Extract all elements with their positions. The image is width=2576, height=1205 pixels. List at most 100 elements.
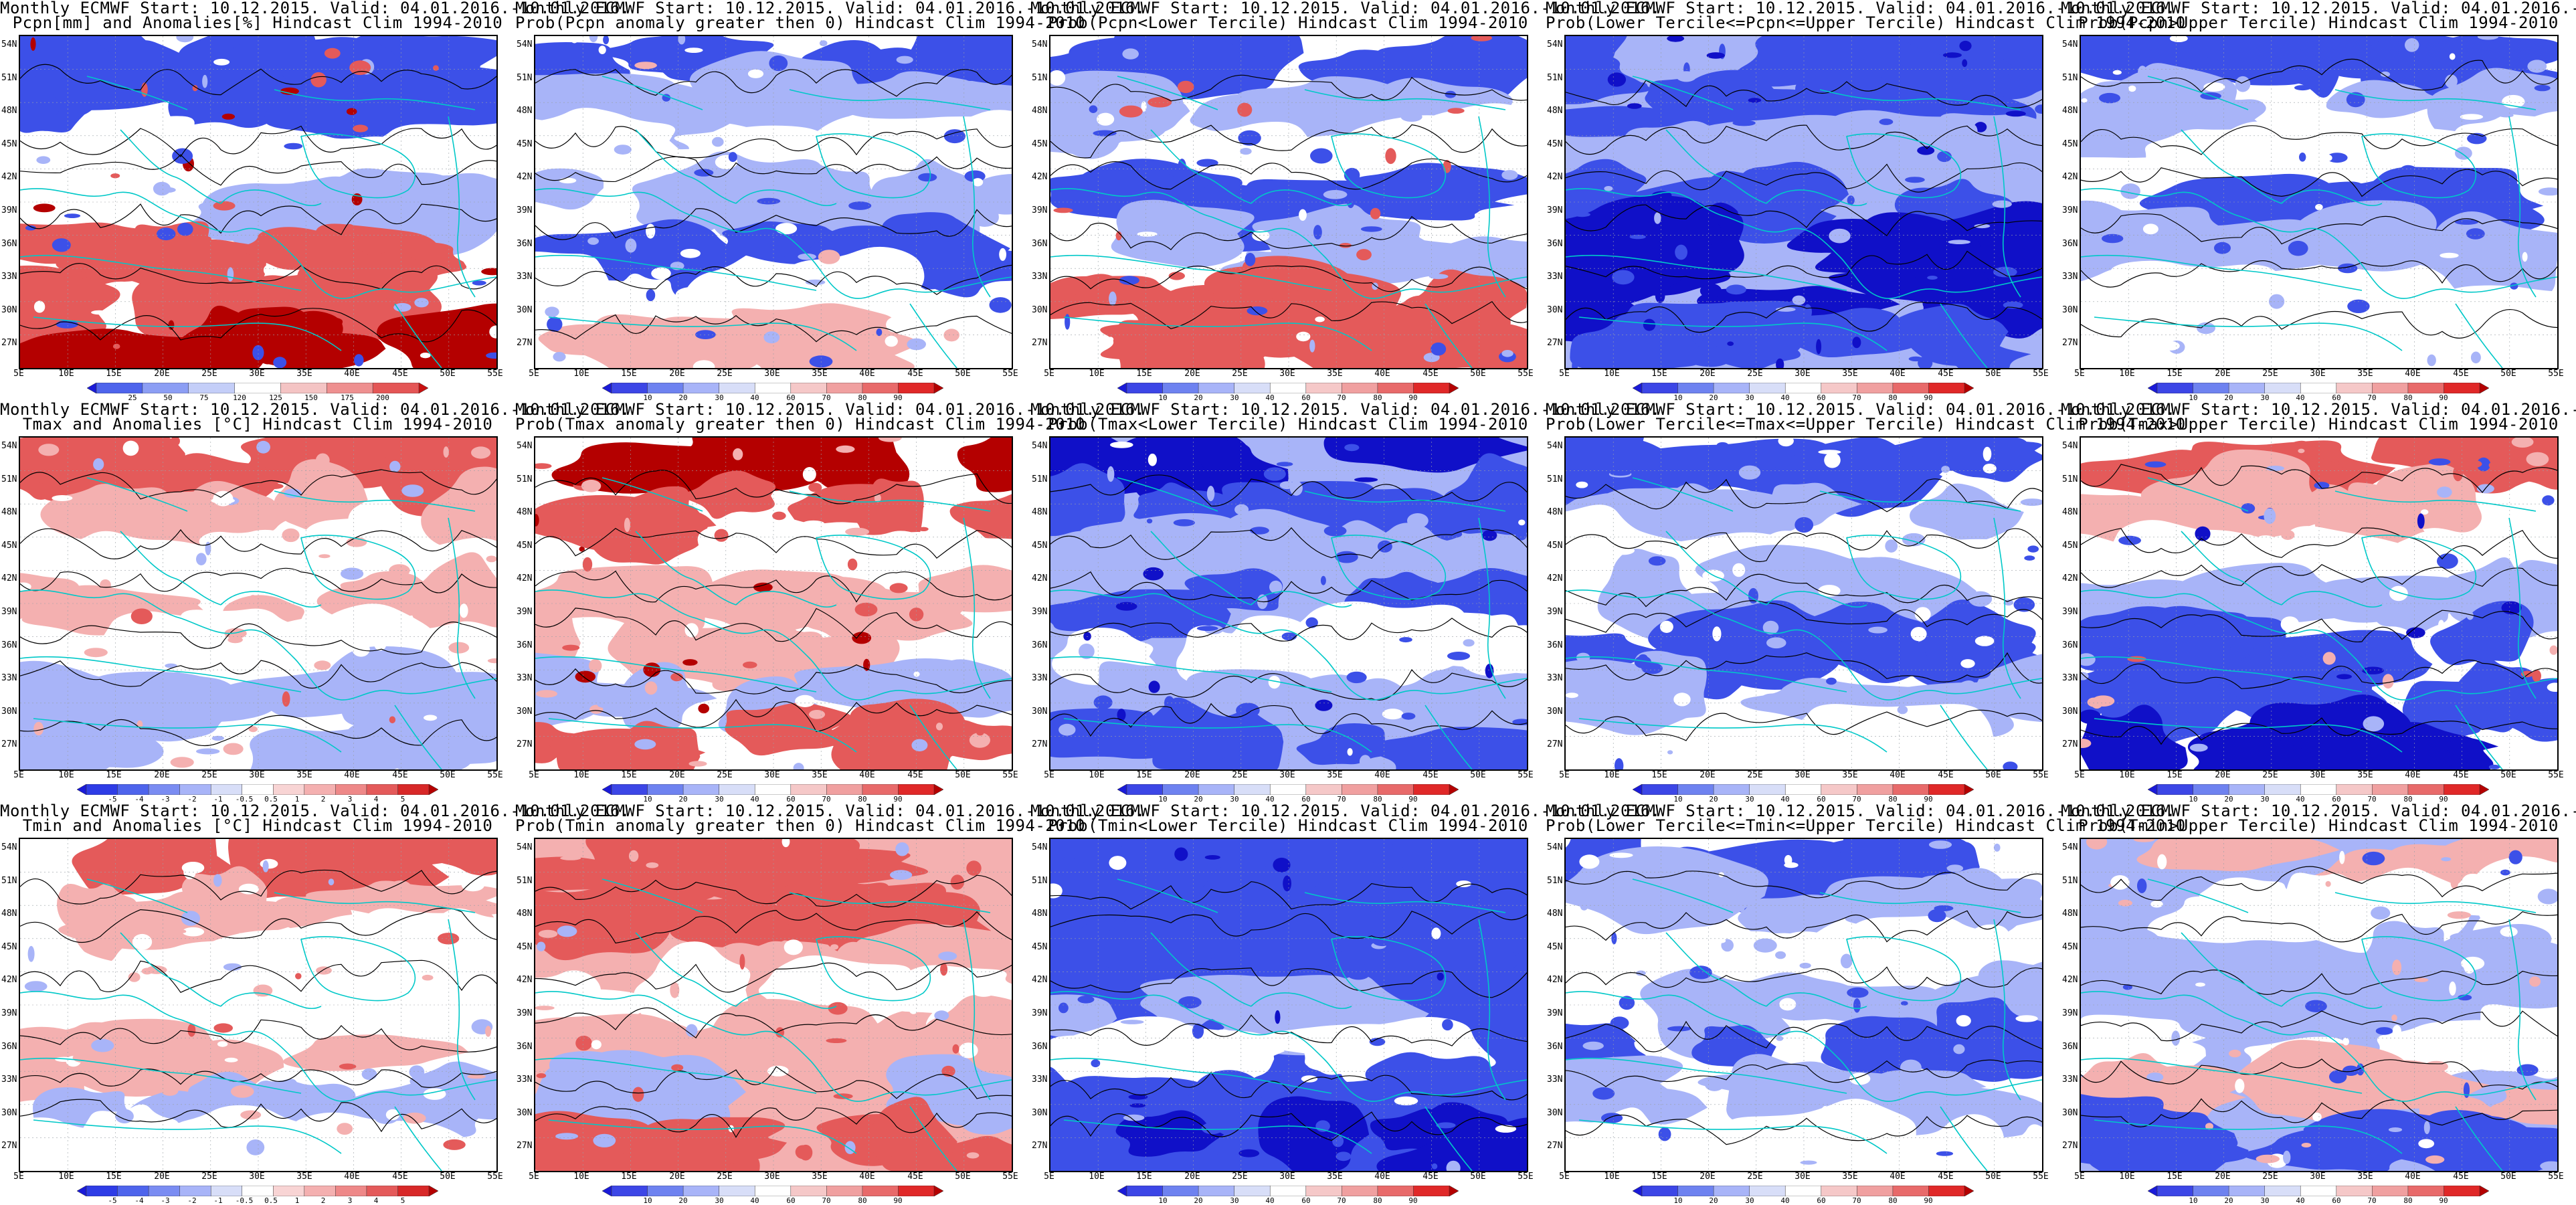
longitude-label: 55E (2548, 1172, 2564, 1182)
longitude-label: 10E (58, 770, 74, 780)
field-speckle (486, 352, 496, 359)
field-speckle (1651, 191, 1672, 199)
latitude-label: 51N (1, 474, 17, 484)
coastline (2361, 133, 2477, 199)
field-speckle (2527, 60, 2547, 73)
colorbar-swatch (611, 383, 648, 393)
field-speckle (192, 85, 198, 92)
colorbar-tick-label: 90 (1924, 1196, 1933, 1205)
contour-line (20, 567, 496, 593)
longitude-label: 40E (2405, 770, 2421, 780)
colorbar-swatch (1117, 784, 1127, 795)
field-speckle (2336, 674, 2352, 680)
anomaly-region (355, 62, 496, 129)
colorbar-swatch (1234, 1186, 1271, 1196)
map-field (1050, 36, 1527, 368)
anomaly-region (1111, 199, 1255, 268)
anomaly-region (2409, 36, 2557, 78)
field-speckle (2199, 219, 2211, 235)
field-speckle (2406, 627, 2425, 638)
field-speckle (2235, 1079, 2245, 1093)
field-speckle (2446, 740, 2469, 755)
longitude-label: 10E (2119, 369, 2135, 379)
coastline (394, 705, 442, 769)
field-speckle (1122, 48, 1139, 60)
field-speckle (1402, 865, 1426, 871)
colorbar (1117, 383, 1459, 393)
anomaly-region (2394, 311, 2486, 367)
latitude-label: 54N (1032, 842, 1048, 852)
anomaly-region (268, 1112, 476, 1171)
map-frame (19, 436, 498, 771)
field-speckle (587, 237, 599, 245)
field-speckle (2107, 288, 2126, 294)
colorbar-swatch (1677, 784, 1714, 795)
field-speckle (1803, 983, 1818, 998)
field-speckle (2419, 1016, 2426, 1023)
longitude-label: 15E (621, 369, 637, 379)
coastline (2334, 89, 2537, 110)
colorbar-tick-label: -3 (161, 1196, 170, 1205)
field-speckle (802, 520, 825, 528)
field-speckle (1905, 177, 1925, 183)
longitude-label: 50E (955, 369, 971, 379)
field-speckle (45, 593, 58, 599)
field-speckle (2347, 299, 2370, 313)
field-speckle (2499, 113, 2514, 118)
coastline (1846, 936, 1962, 1002)
coastline (394, 303, 442, 368)
field-speckle (128, 972, 141, 982)
coastline (635, 129, 737, 204)
latitude-label: 33N (1032, 673, 1048, 683)
field-speckle (2195, 982, 2205, 987)
field-speckle (1853, 998, 1861, 1013)
field-speckle (1801, 865, 1825, 872)
field-speckle (535, 1006, 555, 1010)
field-speckle (778, 242, 798, 258)
latitude-label: 48N (1032, 507, 1048, 517)
field-speckle (130, 608, 153, 624)
field-speckle (779, 78, 802, 84)
latitude-label: 30N (1032, 1108, 1048, 1118)
field-speckle (1953, 1044, 1965, 1054)
field-speckle (536, 1073, 547, 1079)
field-speckle (1960, 687, 1967, 692)
colorbar-swatch (428, 1186, 438, 1196)
contour-line (2081, 464, 2557, 493)
longitude-label: 45E (907, 770, 923, 780)
anomaly-region (240, 227, 369, 270)
field-speckle (680, 248, 701, 258)
field-speckle (252, 345, 264, 361)
latitude-label: 54N (2062, 39, 2078, 50)
field-speckle (1885, 539, 1898, 553)
colorbar-swatch (933, 383, 943, 393)
latitude-label: 48N (1032, 909, 1048, 919)
latitude-label: 27N (517, 338, 533, 348)
colorbar-swatch (2193, 383, 2229, 393)
anomaly-region (2001, 1124, 2042, 1171)
colorbar-tick-label: -4 (134, 1196, 144, 1205)
contour-line (20, 154, 496, 186)
field-speckle (848, 201, 872, 210)
field-speckle (1238, 1149, 1260, 1157)
colorbar-swatch (1633, 383, 1643, 393)
coastline (2147, 76, 2249, 110)
field-speckle (1399, 637, 1412, 643)
field-speckle (1762, 693, 1785, 700)
contour-line (1050, 158, 1527, 190)
field-speckle (1689, 181, 1705, 189)
field-speckle (1847, 987, 1869, 998)
field-speckle (889, 583, 908, 593)
colorbar-tick-label: 0.5 (264, 1196, 278, 1205)
coastline (1566, 188, 2042, 299)
colorbar-tick-label: 10 (643, 795, 652, 804)
field-speckle (1983, 446, 1992, 462)
field-speckle (778, 587, 792, 599)
colorbar-swatch (87, 383, 97, 393)
field-speckle (2118, 899, 2132, 907)
field-speckle (448, 642, 470, 654)
field-speckle (938, 951, 957, 961)
contour-line (2081, 527, 2557, 560)
latitude-label: 33N (1, 272, 17, 282)
field-speckle (2438, 620, 2445, 630)
